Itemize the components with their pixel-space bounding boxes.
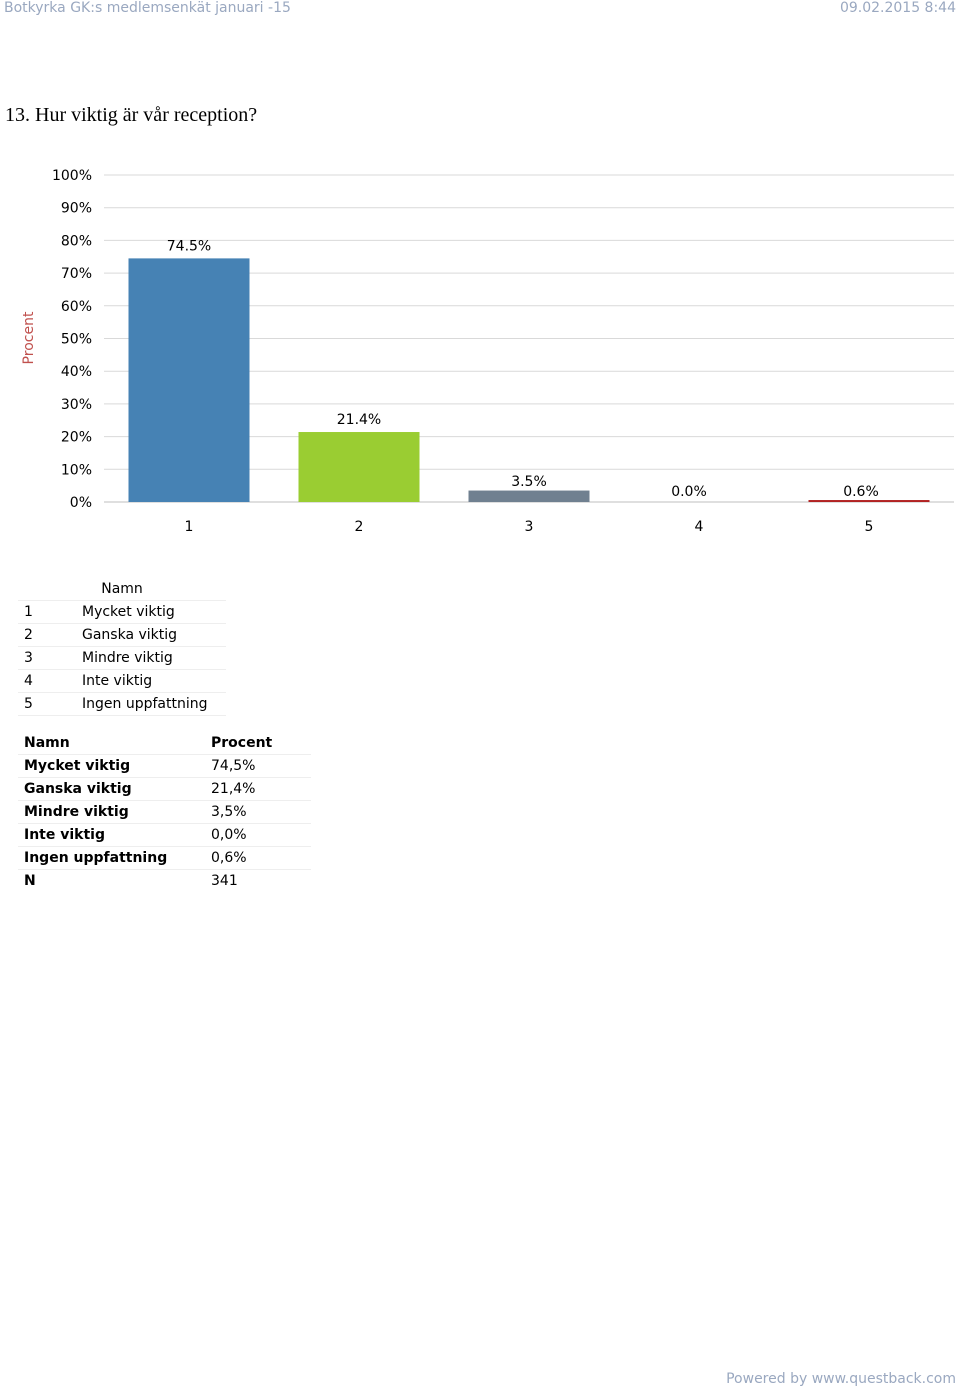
results-name: Ingen uppfattning (18, 846, 211, 870)
results-value: 0,6% (211, 846, 311, 870)
bar (808, 500, 930, 502)
x-tick-label: 5 (865, 519, 874, 535)
footer-credit: Powered by www.questback.com (726, 1371, 956, 1387)
y-tick-label: 20% (61, 430, 92, 446)
legend-row: 1 Mycket viktig (18, 600, 226, 624)
results-row: Ingen uppfattning 0,6% (18, 846, 311, 870)
results-header-value: Procent (211, 732, 311, 755)
legend-label: Ingen uppfattning (82, 692, 226, 716)
legend-num: 5 (18, 692, 82, 716)
legend-label: Inte viktig (82, 669, 226, 693)
legend-num: 1 (18, 600, 82, 624)
results-header-name: Namn (18, 732, 211, 755)
value-label: 3.5% (511, 474, 547, 490)
bar-chart: 0% 10% 20% 30% 40% 50% 60% 70% 80% 90% 100% Procent… (21, 168, 954, 535)
value-label: 21.4% (337, 412, 381, 428)
x-tick-label: 2 (355, 519, 364, 535)
y-tick-label: 50% (61, 332, 92, 348)
legend-header: Namn (18, 578, 226, 601)
y-tick-label: 60% (61, 299, 92, 315)
y-tick-label: 90% (61, 201, 92, 217)
results-table: Namn Procent Mycket viktig 74,5% Ganska … (18, 732, 311, 892)
results-total-value: 341 (211, 873, 238, 889)
legend-table: Namn 1 Mycket viktig 2 Ganska viktig 3 M… (18, 578, 226, 716)
y-tick-label: 40% (61, 364, 92, 380)
report-title: Botkyrka GK:s medlemsenkät januari -15 (4, 0, 291, 16)
legend-header-row: Namn (18, 578, 226, 601)
value-label: 74.5% (167, 238, 211, 254)
results-value: 3,5% (211, 800, 311, 824)
results-value: 0,0% (211, 823, 311, 847)
legend-label: Mycket viktig (82, 600, 226, 624)
x-tick-label: 4 (695, 519, 704, 535)
results-header-row: Namn Procent (18, 732, 311, 755)
results-row: Inte viktig 0,0% (18, 823, 311, 847)
y-tick-label: 70% (61, 266, 92, 282)
legend-row: 4 Inte viktig (18, 669, 226, 693)
x-tick-label: 3 (525, 519, 534, 535)
results-value: 74,5% (211, 754, 311, 778)
legend-row: 5 Ingen uppfattning (18, 692, 226, 716)
y-tick-label: 80% (61, 233, 92, 249)
bar (468, 490, 590, 502)
bar (298, 432, 420, 502)
y-axis-label: Procent (21, 311, 37, 364)
results-row: Mindre viktig 3,5% (18, 800, 311, 824)
results-name: Mindre viktig (18, 800, 211, 824)
results-name: Inte viktig (18, 823, 211, 847)
legend-label: Ganska viktig (82, 623, 226, 647)
y-tick-label: 0% (70, 495, 92, 511)
legend-num: 3 (18, 646, 82, 670)
results-total-label: N (24, 873, 36, 889)
x-tick-label: 1 (185, 519, 194, 535)
results-row: Mycket viktig 74,5% (18, 754, 311, 778)
y-tick-label: 10% (61, 462, 92, 478)
value-label: 0.0% (671, 484, 707, 500)
legend-num: 4 (18, 669, 82, 693)
results-name: Ganska viktig (18, 777, 211, 801)
legend-row: 3 Mindre viktig (18, 646, 226, 670)
results-name: Mycket viktig (18, 754, 211, 778)
question-title: 13. Hur viktig är vår reception? (5, 104, 258, 126)
results-value: 21,4% (211, 777, 311, 801)
results-row: Ganska viktig 21,4% (18, 777, 311, 801)
report-datetime: 09.02.2015 8:44 (839, 0, 956, 16)
y-tick-label: 100% (52, 168, 92, 184)
results-total-row: N 341 (18, 870, 311, 893)
y-tick-label: 30% (61, 397, 92, 413)
legend-label: Mindre viktig (82, 646, 226, 670)
legend-row: 2 Ganska viktig (18, 623, 226, 647)
value-label: 0.6% (843, 484, 879, 500)
legend-num: 2 (18, 623, 82, 647)
bar (128, 258, 250, 502)
